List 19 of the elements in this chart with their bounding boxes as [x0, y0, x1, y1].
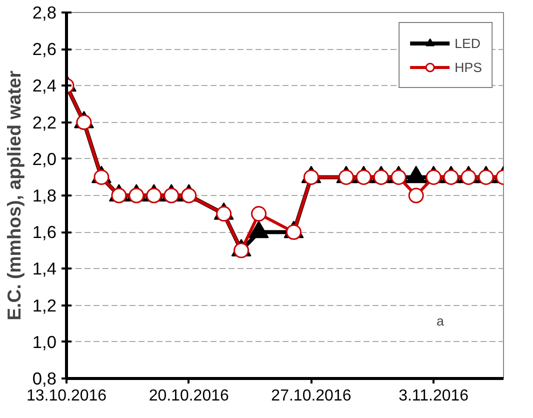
- y-tick-label: 2,6: [32, 39, 57, 60]
- y-tick-label: 0,8: [32, 368, 57, 388]
- y-tick-label: 1,4: [32, 258, 57, 279]
- y-tick-label: 1,0: [32, 332, 57, 352]
- y-tick-label: 2,8: [32, 2, 57, 22]
- legend-label: LED: [454, 36, 481, 50]
- y-tick-label: 2,0: [32, 148, 57, 169]
- y-tick-label: 2,2: [32, 112, 57, 132]
- y-tick-label: 1,8: [32, 186, 57, 206]
- y-axis-title: E.C. (mmhos), applied water: [3, 70, 24, 320]
- x-tick-label: 3.11.2016: [398, 388, 469, 404]
- x-tick-label: 13.10.2016: [26, 388, 107, 404]
- y-tick-label: 1,2: [32, 295, 57, 316]
- annotation: a: [436, 314, 444, 328]
- x-tick-label: 20.10.2016: [148, 388, 229, 404]
- legend-label: HPS: [454, 60, 482, 74]
- x-tick-label: 27.10.2016: [271, 388, 352, 404]
- y-tick-label: 2,4: [32, 76, 57, 96]
- y-tick-label: 1,6: [32, 222, 57, 242]
